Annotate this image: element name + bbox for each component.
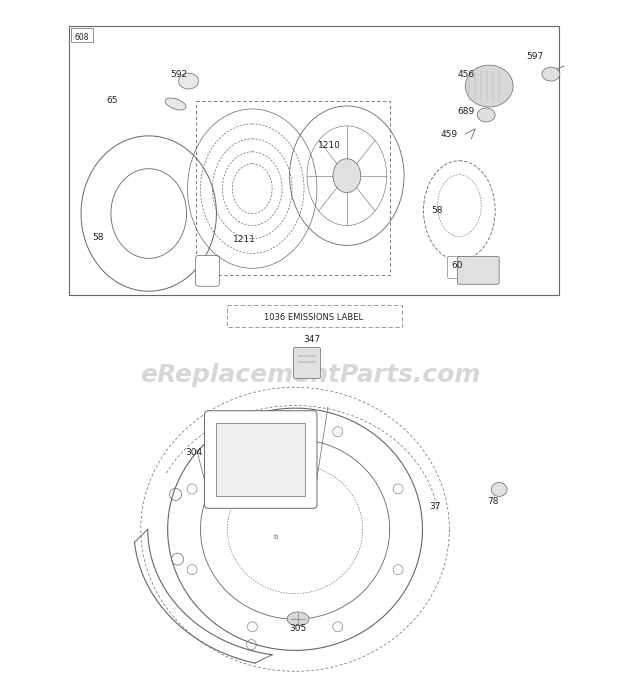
Text: 305: 305 [290, 624, 307, 633]
FancyBboxPatch shape [448, 256, 471, 279]
Text: 459: 459 [440, 130, 458, 139]
Ellipse shape [179, 73, 198, 89]
FancyBboxPatch shape [205, 411, 317, 509]
Ellipse shape [333, 159, 361, 193]
Text: 37: 37 [430, 502, 441, 511]
FancyBboxPatch shape [458, 256, 499, 284]
Text: 1211: 1211 [233, 236, 256, 245]
Text: 592: 592 [170, 70, 188, 79]
Text: 347: 347 [303, 335, 320, 344]
Text: eReplacementParts.com: eReplacementParts.com [140, 363, 480, 387]
Text: 78: 78 [487, 498, 498, 507]
Ellipse shape [491, 482, 507, 496]
Text: 58: 58 [92, 234, 104, 243]
Ellipse shape [165, 98, 186, 110]
Bar [228, 305, 402, 327]
Text: 1036 EMISSIONS LABEL: 1036 EMISSIONS LABEL [264, 313, 363, 322]
FancyBboxPatch shape [294, 347, 321, 378]
Bar [69, 26, 559, 295]
Text: 60: 60 [451, 261, 463, 270]
Text: 689: 689 [458, 107, 474, 116]
Text: 65: 65 [106, 96, 117, 105]
Text: 58: 58 [432, 206, 443, 215]
Bar [216, 423, 305, 496]
Text: 456: 456 [458, 70, 474, 79]
FancyBboxPatch shape [195, 255, 219, 286]
Bar [195, 101, 389, 275]
Text: 608: 608 [75, 33, 89, 42]
Text: 597: 597 [526, 52, 543, 61]
Text: b: b [273, 534, 277, 541]
Bar [71, 28, 93, 42]
Ellipse shape [542, 67, 560, 81]
Ellipse shape [465, 65, 513, 107]
Text: 304: 304 [185, 448, 203, 457]
Text: 1210: 1210 [318, 141, 341, 150]
Ellipse shape [287, 612, 309, 626]
Ellipse shape [477, 108, 495, 122]
